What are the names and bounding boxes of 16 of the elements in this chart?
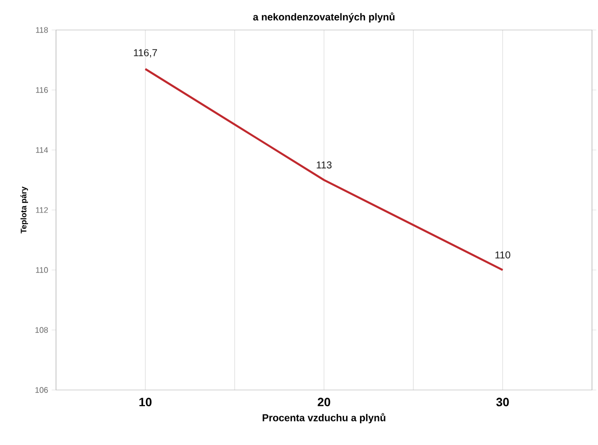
chart-title: a nekondenzovatelných plynů — [253, 12, 394, 22]
y-tick-label: 108 — [35, 327, 48, 333]
y-tick-label: 116 — [36, 87, 48, 93]
y-tick-label: 114 — [36, 147, 48, 153]
x-tick-label: 20 — [318, 398, 330, 406]
y-tick-label: 110 — [36, 267, 48, 273]
x-tick-label: 10 — [139, 398, 152, 406]
x-axis-title: Procenta vzduchu a plynů — [262, 413, 386, 424]
data-label: 113 — [316, 161, 332, 168]
y-axis-title: Teplota páry — [20, 186, 28, 234]
y-tick-label: 118 — [36, 27, 48, 33]
y-tick-label: 112 — [36, 207, 48, 213]
data-label: 110 — [495, 251, 510, 258]
data-label: 116,7 — [134, 49, 157, 58]
y-tick-label: 106 — [35, 387, 48, 393]
x-tick-label: 30 — [496, 398, 509, 406]
